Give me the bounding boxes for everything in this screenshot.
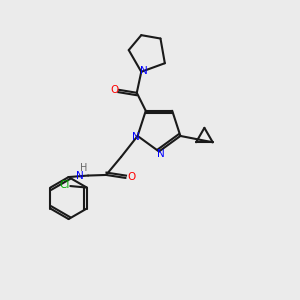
Text: N: N [76,171,84,181]
Text: Cl: Cl [60,181,70,190]
Text: N: N [132,132,140,142]
Text: N: N [140,66,148,76]
Text: O: O [127,172,135,182]
Text: H: H [80,163,87,173]
Text: O: O [110,85,118,95]
Text: N: N [157,149,164,160]
